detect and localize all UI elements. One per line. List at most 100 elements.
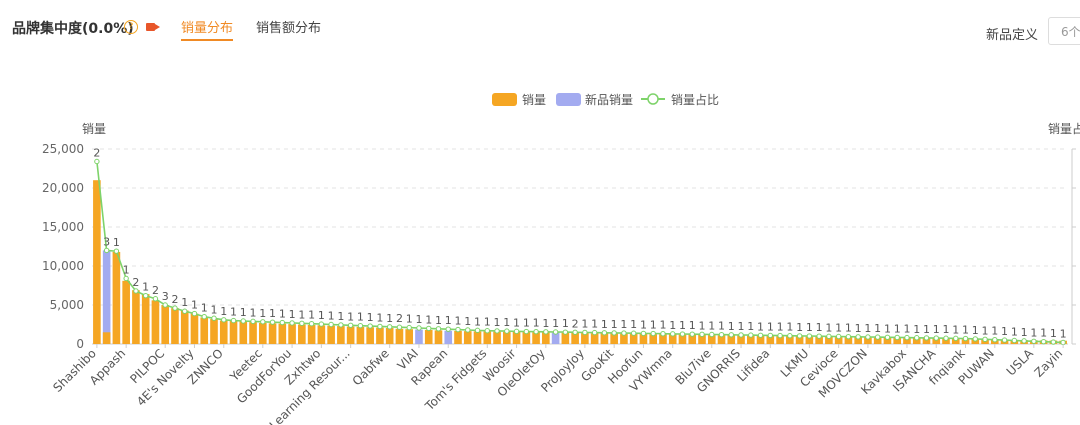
data-label: 1 [425,313,432,326]
data-label: 1 [903,323,910,336]
bar-sales [463,331,472,344]
bar-sales [424,329,433,344]
bar-sales [893,338,902,344]
new-product-definition-select[interactable]: 6个 [1048,17,1080,45]
share-point [386,324,393,330]
data-label: 1 [289,308,296,321]
share-point [162,302,168,308]
data-label: 1 [191,299,198,312]
data-label: 1 [943,323,950,336]
data-label: 1 [952,323,959,336]
data-label: 2 [396,312,403,325]
data-label: 1 [250,306,257,319]
share-point [562,329,569,335]
share-point [591,329,598,336]
share-point [884,334,891,340]
y-tick-label: 0 [76,337,84,351]
data-label: 1 [211,303,218,316]
video-icon[interactable] [146,23,160,31]
bar-sales [942,338,950,344]
bar-new-sales [444,330,453,344]
bar-sales [268,323,277,344]
data-label: 1 [552,317,559,330]
share-point [718,331,725,338]
data-label: 1 [991,325,998,338]
share-point [845,333,852,340]
bar-sales [229,320,238,344]
share-point [455,326,461,333]
share-point [777,332,783,339]
share-point [992,337,998,343]
data-label: 1 [269,307,276,320]
data-label: 1 [591,318,598,331]
data-label: 1 [113,236,120,249]
bar-sales [610,333,618,344]
share-point [201,314,207,320]
data-label: 1 [718,320,725,333]
data-label: 1 [669,319,676,332]
x-tick-label: Qabfwe [350,346,392,388]
data-label: 1 [806,321,813,334]
data-label: 1 [884,322,891,335]
bar-sales [249,322,257,344]
share-point [318,321,325,327]
data-label: 1 [201,302,208,315]
share-point [426,325,432,332]
bar-sales [405,329,414,344]
bar-sales [132,290,140,344]
data-label: 3 [103,235,110,248]
bar-sales [707,335,716,344]
data-label: 1 [1030,326,1037,339]
bar-sales [512,331,521,344]
share-point [221,317,227,323]
bar-sales [395,328,404,344]
bar-sales [493,331,501,344]
bar-sales [180,310,189,344]
bar-sales [307,324,316,344]
share-point [982,336,988,343]
data-label: 1 [757,320,764,333]
data-label: 1 [640,318,647,331]
share-point [240,318,246,324]
share-point [328,321,334,328]
help-icon[interactable]: ? [124,20,138,34]
tab-revenue-distribution[interactable]: 销售额分布 [256,21,322,36]
share-point [621,330,627,336]
share-point [94,158,100,165]
bar-sales [678,334,687,344]
share-point [865,334,871,340]
bar-sales [883,337,892,344]
bar-sales [473,331,482,344]
share-point [933,335,939,341]
data-label: 1 [747,320,754,333]
share-point [406,324,412,331]
share-point [709,331,715,338]
share-point [748,332,754,338]
bar-sales [864,337,872,344]
data-label: 1 [503,316,510,329]
data-label: 1 [562,317,569,330]
bar-sales [522,332,531,344]
data-label: 1 [357,311,364,324]
data-label: 2 [152,284,159,297]
bar-sales [912,338,921,344]
share-point [1011,337,1018,344]
bar-sales [200,317,209,344]
data-label: 1 [864,322,871,335]
data-label: 1 [337,310,344,323]
bar-sales [844,337,853,344]
share-point [1031,338,1037,344]
share-line [96,161,1064,344]
tab-sales-distribution[interactable]: 销量分布 [181,17,234,41]
data-label: 1 [386,312,393,325]
data-label: 3 [162,290,169,303]
bar-sales [776,336,784,344]
share-point [269,319,276,325]
bar-sales [639,334,648,344]
bar-sales [356,326,365,344]
data-label: 1 [542,317,549,330]
data-label: 1 [259,307,266,320]
data-label: 1 [620,318,627,331]
data-label: 1 [406,313,413,326]
data-label: 1 [689,319,696,332]
